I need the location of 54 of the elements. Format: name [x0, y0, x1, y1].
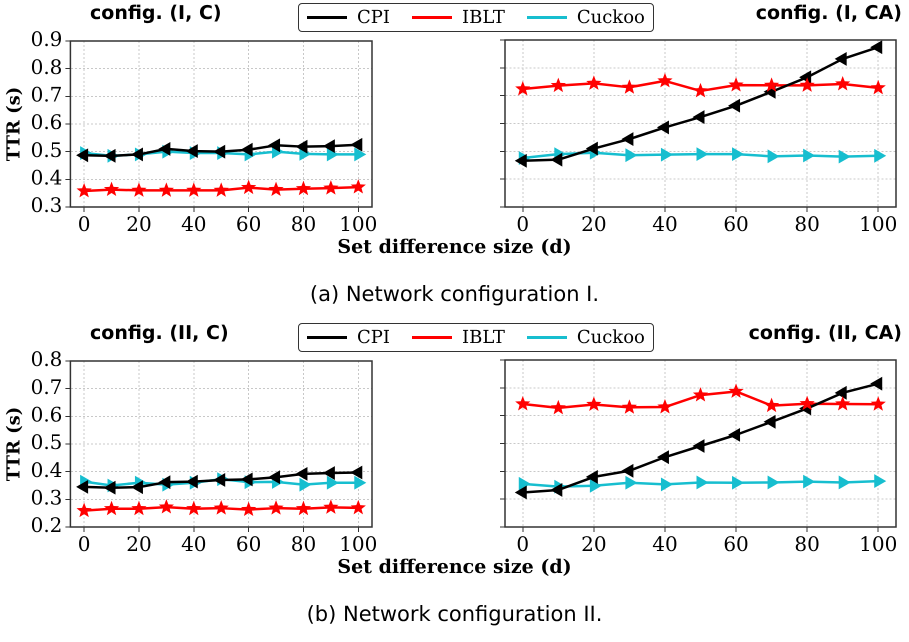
- x-tick-label: 80: [794, 532, 820, 556]
- y-tick-label: 0.4: [30, 166, 62, 190]
- y-tick-label: 0.2: [30, 513, 62, 538]
- x-tick-label: 20: [126, 532, 152, 556]
- x-tick-label: 0: [516, 212, 530, 236]
- legend-label: CPI: [357, 7, 390, 28]
- legend-label: Cuckoo: [576, 7, 645, 28]
- x-tick-label: 100: [859, 212, 898, 236]
- x-axis-title: Set difference size (d): [336, 236, 573, 258]
- y-axis-title: TTR (s): [3, 406, 24, 482]
- y-tick-label: 0.8: [30, 54, 62, 79]
- x-tick-label: 40: [652, 532, 678, 556]
- legend-label: CPI: [357, 327, 390, 348]
- y-tick-label: 0.3: [30, 486, 62, 510]
- x-tick-label: 60: [236, 532, 262, 556]
- y-tick-label: 0.5: [30, 430, 62, 454]
- x-tick-label: 0: [516, 532, 530, 556]
- x-tick-label: 40: [181, 532, 207, 556]
- x-tick-label: 40: [652, 212, 678, 236]
- x-tick-label: 0: [78, 212, 90, 236]
- y-tick-label: 0.6: [30, 402, 62, 427]
- y-tick-label: 0.8: [30, 347, 62, 372]
- y-tick-label: 0.9: [30, 27, 62, 52]
- chart-title: config. (II, CA): [748, 322, 902, 344]
- y-axis-title: TTR (s): [3, 86, 24, 162]
- y-tick-label: 0.7: [30, 82, 62, 107]
- y-tick-label: 0.3: [30, 193, 62, 218]
- x-tick-label: 80: [794, 212, 820, 236]
- legend-label: Cuckoo: [576, 327, 645, 348]
- chart-title: config. (I, C): [90, 2, 222, 24]
- x-tick-label: 0: [78, 532, 90, 556]
- x-tick-label: 100: [859, 532, 898, 556]
- y-tick-label: 0.5: [30, 138, 62, 162]
- text: (a) Network configuration I.: [308, 282, 600, 306]
- x-tick-label: 80: [290, 212, 316, 236]
- y-tick-label: 0.6: [30, 110, 62, 134]
- text: (b) Network configuration II.: [306, 602, 604, 626]
- x-tick-label: 20: [581, 212, 607, 236]
- legend-label: IBLT: [462, 7, 505, 28]
- y-tick-label: 0.7: [30, 374, 62, 399]
- x-tick-label: 20: [126, 212, 152, 236]
- x-tick-label: 100: [339, 212, 378, 236]
- chart-title: config. (I, CA): [756, 2, 902, 24]
- x-tick-label: 60: [723, 212, 749, 236]
- chart-title: config. (II, C): [90, 322, 229, 344]
- x-tick-label: 60: [236, 212, 262, 236]
- x-axis-title: Set difference size (d): [336, 556, 573, 578]
- legend-label: IBLT: [462, 327, 505, 348]
- x-tick-label: 60: [723, 532, 749, 556]
- x-tick-label: 20: [581, 532, 607, 556]
- y-tick-label: 0.4: [30, 458, 62, 482]
- x-tick-label: 100: [339, 532, 378, 556]
- x-tick-label: 80: [290, 532, 316, 556]
- x-tick-label: 40: [181, 212, 207, 236]
